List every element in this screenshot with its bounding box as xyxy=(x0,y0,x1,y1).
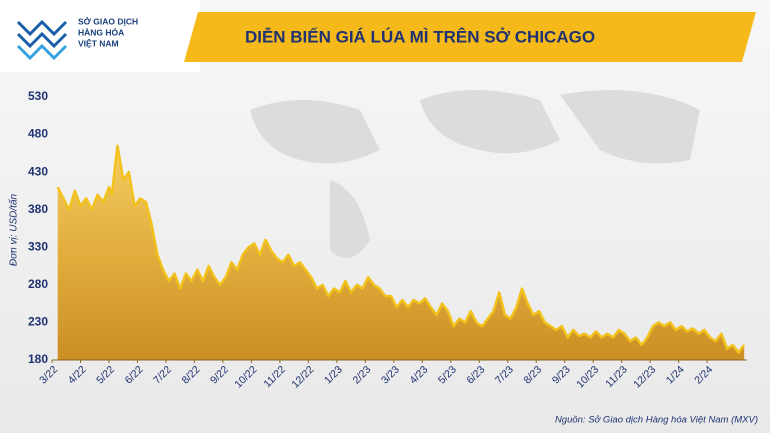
world-map xyxy=(250,90,700,258)
y-tick-label: 330 xyxy=(28,239,48,253)
y-tick-label: 230 xyxy=(28,315,48,329)
y-tick-label: 530 xyxy=(28,89,48,103)
area xyxy=(57,145,745,360)
brand-line: HÀNG HÓA xyxy=(78,26,124,37)
chart-title: DIỄN BIẾN GIÁ LÚA MÌ TRÊN SỞ CHICAGO xyxy=(245,27,595,46)
brand-line: VIỆT NAM xyxy=(78,37,119,48)
source-note: Nguồn: Sở Giao dịch Hàng hóa Việt Nam (M… xyxy=(555,415,758,426)
y-tick-label: 380 xyxy=(28,202,48,216)
y-tick-label: 480 xyxy=(28,127,48,141)
y-tick-label: 180 xyxy=(28,352,48,366)
y-tick-label: 430 xyxy=(28,164,48,178)
logo-panel xyxy=(0,0,200,72)
title-banner xyxy=(184,12,756,62)
line xyxy=(56,144,746,354)
y-axis-title: Đơn vị: USD/tấn xyxy=(8,193,20,266)
brand-line: SỞ GIAO DỊCH xyxy=(78,15,138,26)
y-tick-label: 280 xyxy=(28,277,48,291)
logo-icon xyxy=(16,19,68,61)
